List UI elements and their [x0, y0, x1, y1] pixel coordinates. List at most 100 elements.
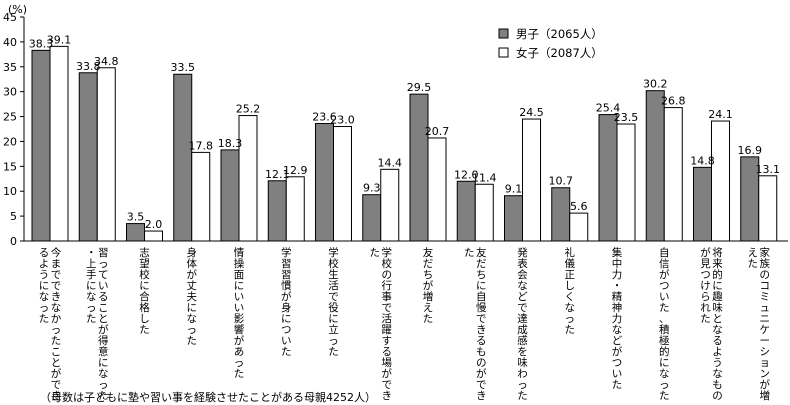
category-label: 積 — [659, 323, 670, 336]
category-label: に — [328, 313, 339, 325]
category-label: が — [423, 279, 434, 292]
category-label: 見 — [700, 258, 711, 270]
bar-boys — [31, 49, 51, 242]
category-label: し — [565, 280, 576, 292]
bar-boys — [551, 187, 571, 242]
category-label: が — [98, 323, 109, 336]
category-label: え — [423, 302, 434, 314]
category-label: る — [98, 291, 109, 303]
category-label: 上 — [86, 258, 97, 270]
category-label: 行 — [382, 279, 393, 292]
bar-boys — [315, 123, 334, 242]
category-label: な — [712, 324, 723, 336]
value-label: 10.7 — [549, 175, 574, 188]
category-label: た — [39, 313, 50, 325]
value-label: 13.1 — [756, 163, 781, 176]
bars — [31, 45, 778, 242]
y-tick-label: 15 — [3, 160, 17, 173]
category-label: す — [382, 335, 393, 347]
bar-girls — [96, 67, 116, 242]
category-label: っ — [565, 313, 576, 325]
category-label: 生 — [328, 268, 339, 281]
category-label: き — [476, 390, 487, 402]
category-label: き — [476, 324, 487, 336]
category-label: が — [659, 268, 670, 281]
value-label: 11.4 — [472, 171, 497, 184]
category-label: の — [760, 269, 771, 281]
category-label: ン — [760, 368, 771, 380]
category-label: い — [281, 335, 292, 347]
category-label: の — [712, 390, 723, 402]
bar-girls — [663, 107, 683, 242]
value-label: 14.8 — [690, 154, 715, 167]
value-label: 3.5 — [127, 211, 145, 224]
category-label: き — [51, 390, 62, 402]
value-label: 17.8 — [189, 139, 214, 152]
value-label: 23.0 — [330, 114, 355, 127]
category-label: 儀 — [565, 257, 576, 270]
category-label: っ — [328, 335, 339, 347]
value-label: 12.1 — [265, 168, 290, 181]
category-label: た — [370, 247, 381, 259]
y-tick-label: 45 — [3, 11, 17, 24]
bar-girls — [569, 212, 589, 242]
category-label: 味 — [712, 302, 723, 314]
bar-girls — [616, 123, 636, 242]
category-label: た — [86, 313, 97, 325]
value-label: 25.2 — [236, 103, 261, 116]
bar-boys — [456, 180, 476, 242]
category-label: が — [760, 378, 771, 391]
category-label: 慣 — [281, 280, 292, 292]
category-label: 自 — [476, 290, 487, 303]
category-label: 響 — [234, 323, 245, 336]
category-label: に — [86, 280, 97, 292]
category-label: ー — [760, 335, 771, 347]
value-label: 18.3 — [218, 137, 243, 150]
category-label: ケ — [760, 324, 771, 336]
category-label: と — [98, 313, 109, 325]
y-tick-label: 20 — [3, 135, 17, 148]
category-label: ら — [700, 291, 711, 303]
category-label: で — [517, 302, 528, 314]
category-label: ョ — [760, 357, 771, 369]
category-label: ニ — [760, 313, 771, 325]
bar-girls — [333, 126, 352, 242]
category-label: た — [187, 335, 198, 347]
category-label: た — [98, 390, 109, 402]
legend-label-boys: 男子（2065人） — [516, 27, 603, 41]
category-label: と — [712, 313, 723, 325]
category-label: 力 — [612, 268, 623, 281]
category-label: に — [234, 280, 245, 292]
value-label: 26.8 — [661, 95, 686, 108]
category-label: で — [51, 280, 62, 292]
category-label: が — [281, 290, 292, 303]
category-label: に — [139, 280, 150, 292]
category-label: い — [659, 291, 670, 303]
value-label: 12.0 — [454, 168, 479, 181]
category-label: た — [612, 379, 623, 391]
category-label: ち — [476, 269, 487, 281]
category-label: が — [234, 334, 245, 347]
value-label: 14.4 — [378, 156, 403, 169]
category-label: く — [565, 291, 576, 303]
category-label: し — [139, 313, 150, 325]
category-label: い — [234, 291, 245, 303]
category-label: 校 — [382, 257, 393, 270]
category-label: た — [517, 390, 528, 402]
category-label: こ — [98, 302, 109, 314]
category-label: が — [382, 367, 393, 380]
category-label: 校 — [139, 268, 150, 281]
category-label: 味 — [517, 357, 528, 369]
bar-boys — [362, 194, 382, 242]
category-label: だ — [423, 258, 434, 270]
bar-girls — [380, 168, 400, 242]
bar-boys — [645, 90, 665, 242]
category-label: 的 — [712, 268, 723, 281]
bar-boys — [126, 223, 145, 242]
category-label: 達 — [517, 313, 528, 325]
bar-boys — [78, 72, 98, 242]
category-label: ど — [612, 335, 623, 347]
bar-girls — [191, 151, 211, 242]
category-label: 将 — [712, 247, 723, 259]
value-label: 2.0 — [145, 218, 163, 231]
